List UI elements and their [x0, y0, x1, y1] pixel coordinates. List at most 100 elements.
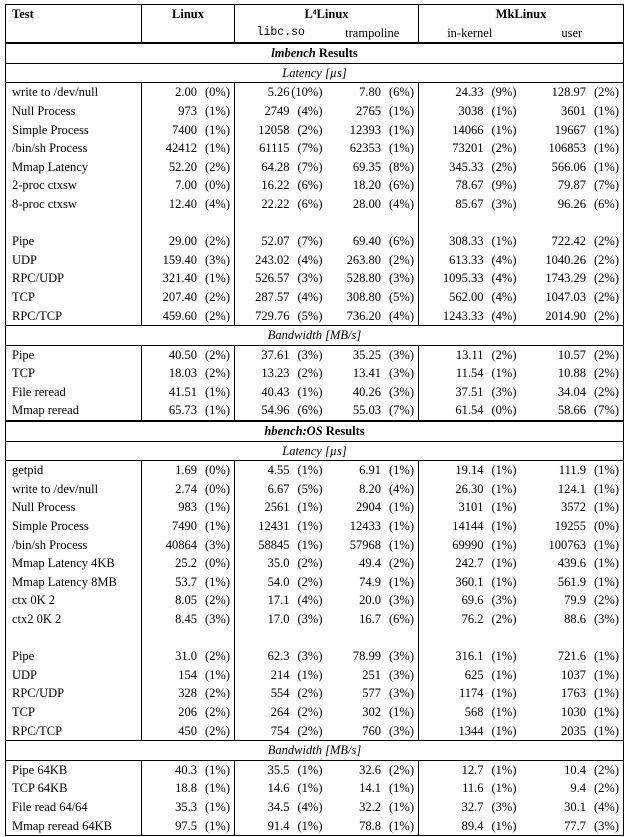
- deviation: (4%): [491, 308, 517, 323]
- value: 1095.33: [442, 271, 484, 286]
- value-cell-mk-inkernel: 85.67 (3%): [419, 195, 521, 214]
- value: 722.42: [551, 234, 586, 249]
- deviation: (7%): [389, 403, 414, 418]
- deviation: (1%): [297, 818, 323, 833]
- value-cell-l4-libc: 243.02 (4%): [235, 251, 327, 270]
- value-cell-linux: 7.00 (0%): [141, 176, 235, 195]
- value: 55.03: [352, 403, 381, 418]
- value-cell-mk-inkernel: 11.6 (1%): [419, 779, 521, 798]
- value: 243.02: [255, 252, 290, 267]
- deviation: (2%): [205, 366, 230, 381]
- deviation: (1%): [389, 519, 414, 534]
- table-row: RPC/UDP 321.40 (1%) 526.57 (3%) 528.80 (3%) 109…: [5, 269, 624, 288]
- value-cell-mk-user: 19255 (0%): [520, 517, 624, 536]
- value-cell-mk-inkernel: 78.67 (9%): [419, 176, 521, 195]
- value: 12393: [349, 122, 381, 137]
- table-row: File read 64/64 35.3 (1%) 34.5 (4%) 32.2 (1%) 3…: [5, 797, 624, 817]
- value-cell-mk-inkernel: 32.7 (3%): [419, 798, 521, 817]
- value-cell-l4-trampoline: 69.40 (6%): [326, 232, 419, 251]
- deviation: (1%): [297, 519, 323, 534]
- group-subtitle: Latency [µs]: [5, 62, 624, 84]
- deviation: (4%): [297, 289, 323, 304]
- value-cell-mk-user: 19667 (1%): [520, 120, 624, 140]
- deviation: (3%): [389, 593, 414, 608]
- value-cell-l4-trampoline: 263.80 (2%): [326, 250, 419, 270]
- value: 100763: [548, 537, 587, 552]
- value-cell-mk-user: 100763 (1%): [520, 535, 624, 555]
- spacer-cell: [326, 213, 419, 233]
- deviation: (1%): [491, 649, 517, 664]
- value-cell-l4-libc: 5.26 (10%): [235, 83, 327, 102]
- section-title: hbench:OS Results: [5, 420, 624, 442]
- value: 11.6: [462, 781, 484, 796]
- value-cell-linux: 154 (1%): [141, 665, 235, 685]
- value-cell-linux: 973 (1%): [141, 101, 235, 121]
- value: 78.8: [359, 818, 381, 833]
- value: 7.80: [359, 85, 381, 100]
- spacer-cell: [5, 628, 142, 648]
- deviation: (1%): [594, 574, 619, 589]
- deviation: (7%): [297, 159, 323, 174]
- value: 2.74: [175, 481, 197, 496]
- deviation: (3%): [594, 612, 619, 626]
- table-row: ctx2 0K 2 8.45 (3%) 17.0 (3%) 16.7 (6%) 76.2 (2%…: [5, 610, 624, 629]
- deviation: (1%): [205, 103, 230, 118]
- value: 528.80: [346, 271, 381, 286]
- value: 1047.03: [545, 289, 586, 304]
- deviation: (1%): [297, 781, 323, 796]
- value: 53.7: [175, 574, 197, 589]
- deviation: (2%): [205, 686, 230, 701]
- value: 34.04: [557, 384, 586, 399]
- header-mk-user: user: [520, 23, 624, 44]
- value: 1030: [561, 704, 586, 719]
- value: 729.76: [255, 308, 290, 323]
- deviation: (1%): [491, 103, 517, 118]
- deviation: (1%): [389, 122, 414, 137]
- value-cell-l4-trampoline: 8.20 (4%): [326, 479, 419, 499]
- value-cell-linux: 8.45 (3%): [141, 610, 235, 629]
- table-row: Mmap reread 65.73 (1%) 54.96 (6%) 55.03 (7%) 61…: [5, 401, 624, 422]
- value: 17.0: [267, 612, 290, 626]
- value-cell-mk-user: 10.88 (2%): [520, 364, 624, 383]
- test-name: Mmap Latency 4KB: [5, 554, 142, 573]
- value-cell-linux: 40864 (3%): [141, 535, 235, 555]
- value-cell-l4-libc: 61115 (7%): [235, 139, 327, 158]
- deviation: (1%): [389, 463, 414, 478]
- value: 562.00: [449, 289, 484, 304]
- value: 264: [270, 704, 290, 719]
- value-cell-mk-inkernel: 1095.33 (4%): [419, 269, 521, 288]
- value: 19255: [554, 519, 586, 534]
- test-name: Mmap reread 64KB: [5, 816, 142, 837]
- value: 7.00: [175, 178, 197, 193]
- value: 214: [270, 667, 290, 682]
- deviation: (2%): [594, 347, 619, 362]
- value: 40.3: [175, 762, 197, 777]
- deviation: (3%): [297, 649, 323, 664]
- value-cell-linux: 983 (1%): [141, 498, 235, 518]
- value: 58.66: [557, 403, 586, 418]
- value: 57968: [349, 537, 381, 552]
- value: 19667: [554, 122, 586, 137]
- value: 973: [178, 103, 197, 118]
- value: 10.57: [557, 347, 586, 362]
- value-cell-mk-inkernel: 14066 (1%): [419, 121, 521, 140]
- value-cell-linux: 41.51 (1%): [141, 382, 235, 402]
- value: 13.41: [352, 366, 381, 381]
- value-cell-mk-user: 3572 (1%): [520, 498, 624, 518]
- value: 85.67: [455, 196, 484, 211]
- test-name: Mmap reread: [5, 401, 142, 422]
- value: 4.55: [267, 463, 290, 478]
- table-row: TCP 18.03 (2%) 13.23 (2%) 13.41 (3%) 11.54 (1%) 1…: [5, 364, 624, 383]
- deviation: (1%): [594, 649, 619, 664]
- value: 3038: [458, 103, 484, 118]
- value: 37.61: [261, 347, 290, 362]
- deviation: (1%): [491, 519, 517, 534]
- value: 2.00: [175, 85, 197, 100]
- value-cell-l4-libc: 54.0 (2%): [235, 573, 327, 592]
- value-cell-mk-user: 439.6 (1%): [520, 554, 624, 573]
- deviation: (2%): [594, 308, 619, 323]
- value-cell-l4-libc: 62.3 (3%): [235, 647, 327, 666]
- value: 26.30: [455, 481, 484, 496]
- value-cell-l4-trampoline: 32.6 (2%): [326, 760, 419, 780]
- value-cell-mk-inkernel: 26.30 (1%): [419, 480, 521, 499]
